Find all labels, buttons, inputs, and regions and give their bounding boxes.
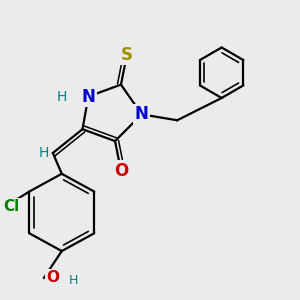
Text: Cl: Cl: [3, 199, 20, 214]
Text: N: N: [135, 105, 148, 123]
Text: H: H: [69, 274, 78, 287]
Text: H: H: [57, 89, 67, 103]
Text: O: O: [114, 162, 128, 180]
Text: H: H: [39, 146, 49, 160]
Text: N: N: [82, 88, 95, 106]
Text: S: S: [121, 46, 133, 64]
Text: O: O: [46, 270, 59, 285]
